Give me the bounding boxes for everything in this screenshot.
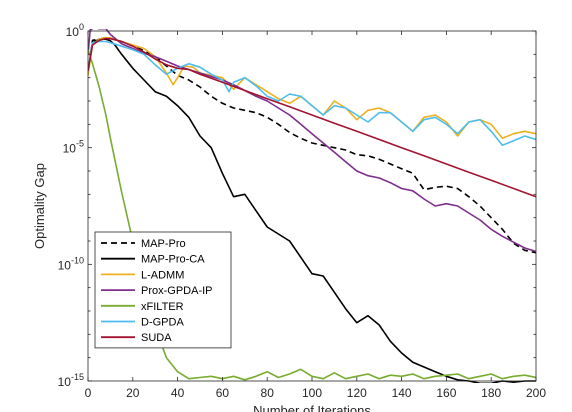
y-tick-label: 10-15 [58, 372, 84, 389]
x-tick-label: 160 [436, 386, 456, 400]
series-line [88, 40, 536, 147]
y-tick-label: 100 [66, 22, 84, 39]
x-tick-label: 40 [171, 386, 185, 400]
y-axis-label: Optimality Gap [32, 163, 47, 249]
y-axis: 100 10-5 10-10 10-15 [58, 22, 536, 389]
x-tick-label: 100 [302, 386, 322, 400]
legend-label: MAP-Pro [141, 238, 186, 250]
x-tick-label: 60 [216, 386, 230, 400]
series-line [88, 38, 536, 383]
x-axis: 0 20 40 60 80 100 120 140 160 180 200 [85, 31, 546, 400]
y-tick-label: 10-10 [58, 255, 84, 272]
legend-label: D-GPDA [141, 317, 184, 329]
x-tick-label: 80 [261, 386, 275, 400]
legend-label: Prox-GPDA-IP [141, 285, 213, 297]
x-tick-label: 200 [526, 386, 546, 400]
x-tick-label: 0 [85, 386, 92, 400]
x-axis-label: Number of Iterations [253, 403, 371, 412]
series-line [88, 29, 536, 253]
x-tick-label: 120 [347, 386, 367, 400]
legend-label: MAP-Pro-CA [141, 254, 205, 266]
legend-label: L-ADMM [141, 269, 184, 281]
x-tick-label: 20 [126, 386, 140, 400]
series-line [88, 37, 536, 198]
series-line [88, 36, 536, 254]
x-tick-label: 180 [481, 386, 501, 400]
legend-label: SUDA [141, 332, 172, 344]
y-tick-label: 10-5 [63, 139, 84, 156]
legend-label: xFILTER [141, 301, 184, 313]
legend: MAP-Pro MAP-Pro-CA L-ADMM Prox-GPDA-IP xFILT… [94, 231, 232, 349]
series-layer [88, 29, 536, 383]
x-tick-label: 140 [392, 386, 412, 400]
